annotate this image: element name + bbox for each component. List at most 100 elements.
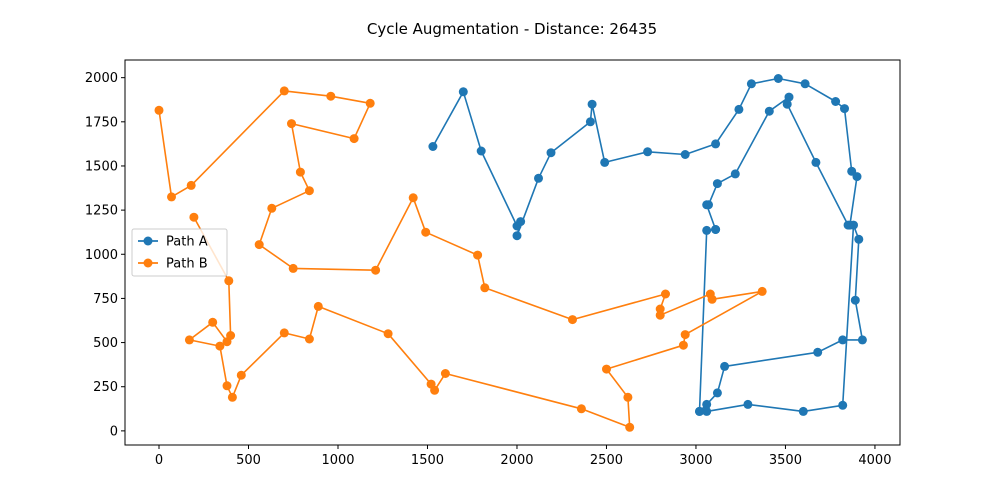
data-point-path-b [661,289,670,299]
legend-label-path-b: Path B [166,257,208,272]
data-point-path-a [838,335,848,345]
data-point-path-a [711,139,721,149]
data-point-path-a [852,172,862,182]
data-point-path-b [576,404,586,414]
data-point-path-b [279,86,289,96]
x-tick-label: 2000 [500,453,533,468]
data-point-path-a [702,399,712,409]
data-point-path-b [287,119,296,129]
data-point-path-b [215,341,225,351]
data-point-path-a [764,106,774,116]
data-point-path-b [655,304,665,314]
data-point-path-a [512,231,522,241]
data-point-path-b [208,317,218,327]
data-point-path-b [473,250,483,260]
data-point-path-b [440,369,450,378]
data-point-path-a [458,87,468,97]
data-point-path-b [371,265,381,275]
data-point-path-a [784,92,794,102]
y-tick-label: 750 [93,292,118,307]
data-point-path-a [800,79,810,89]
data-point-path-b [421,227,431,237]
data-point-path-b [224,276,234,286]
data-point-path-b [326,91,336,101]
data-point-path-b [602,364,611,374]
x-tick-label: 500 [236,453,261,468]
data-point-path-a [702,406,712,416]
data-point-path-a [720,361,730,371]
data-point-path-b [480,283,490,293]
data-point-path-a [838,400,848,410]
x-tick-label: 2500 [590,453,623,468]
data-point-path-a [746,79,756,89]
data-point-path-a [743,399,753,409]
data-point-path-a [712,179,722,189]
data-point-path-b [757,286,767,296]
data-point-path-b [154,105,164,115]
data-point-path-a [600,157,610,167]
y-tick-label: 2000 [85,71,118,86]
data-point-path-a [798,406,808,416]
legend-marker-path-a [143,236,153,246]
data-point-path-b [167,192,176,202]
y-tick-label: 0 [110,424,118,439]
data-point-path-a [702,225,712,235]
data-point-path-b [383,329,393,339]
data-point-path-b [227,392,237,402]
data-point-path-a [712,388,722,398]
data-point-path-a [476,146,486,156]
legend-marker-path-b [143,258,153,268]
data-point-path-b [222,381,232,391]
data-point-path-b [408,193,418,203]
y-tick-label: 1750 [85,115,118,130]
plot-area [124,59,901,446]
data-point-path-a [782,99,792,109]
data-point-path-a [643,147,653,157]
x-tick-label: 1500 [411,453,444,468]
data-point-path-a [849,220,858,230]
chart-title: Cycle Augmentation - Distance: 26435 [367,20,657,38]
data-point-path-b [186,180,196,190]
data-point-path-b [189,212,199,222]
data-point-path-b [254,240,264,250]
data-point-path-b [295,167,305,177]
data-point-path-b [236,370,246,380]
data-point-path-a [587,99,597,109]
y-tick-label: 1250 [85,204,118,219]
data-point-path-b [279,328,289,338]
data-point-path-a [813,347,823,357]
x-tick-label: 3500 [769,453,802,468]
data-point-path-a [831,97,841,106]
data-point-path-b [313,301,323,311]
data-point-path-a [695,406,704,416]
data-point-path-b [304,334,314,344]
data-point-path-b [655,310,665,320]
data-point-path-b [365,98,375,108]
series-layer [154,74,867,432]
data-point-path-a [680,150,690,159]
y-axis: 0 250 500 750 1000 1250 1500 1750 2000 [85,71,125,439]
data-point-path-b [226,331,236,340]
data-point-path-b [680,330,690,340]
y-tick-label: 1500 [85,159,118,174]
data-point-path-b [568,315,577,325]
data-point-path-b [304,186,314,196]
x-tick-label: 0 [155,453,163,468]
data-point-path-a [585,117,595,127]
data-point-path-a [840,104,849,114]
y-tick-label: 250 [93,380,118,395]
y-tick-label: 500 [93,336,118,351]
data-point-path-a [773,74,783,83]
data-point-path-b [349,134,359,144]
data-point-path-b [267,203,277,213]
x-tick-label: 3000 [679,453,712,468]
legend: Path A Path B [131,228,228,277]
data-point-path-b [184,335,194,345]
data-point-path-a [711,225,721,234]
data-point-path-b [678,340,688,350]
data-point-path-b [426,379,436,389]
data-point-path-b [707,294,717,304]
data-point-path-a [546,148,556,158]
data-point-path-a [702,200,712,210]
